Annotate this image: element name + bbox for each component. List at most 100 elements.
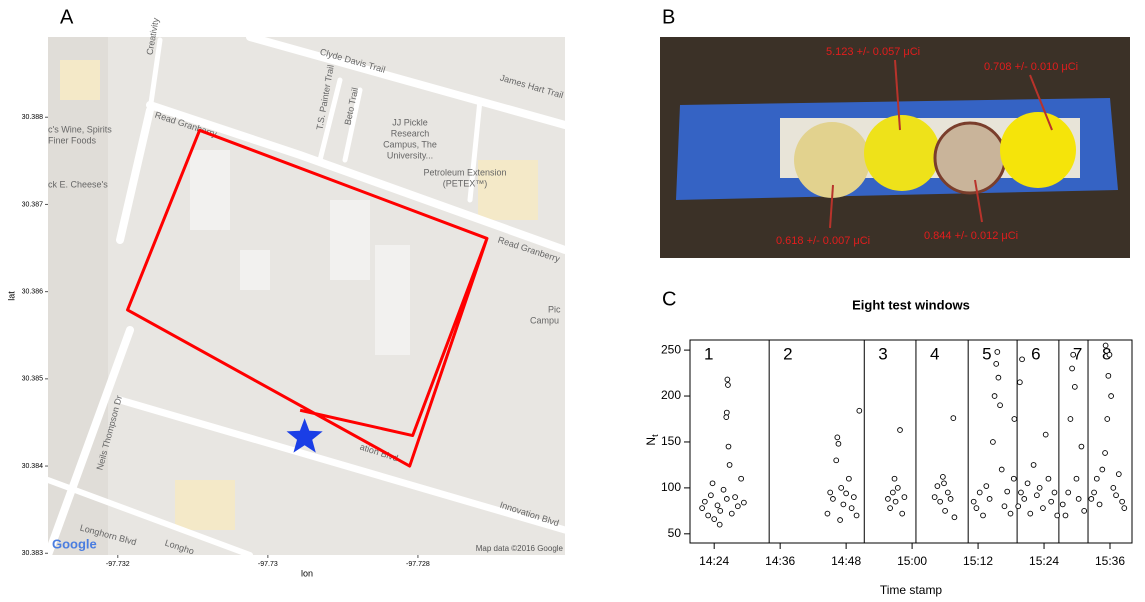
point [1100,467,1105,472]
point [1016,504,1021,509]
point [951,416,956,421]
x-tick-label: -97.732 [106,561,130,568]
y-axis-label: Nt [644,434,660,446]
point [702,499,707,504]
photo: 5.123 +/- 0.057 μCi 0.708 +/- 0.010 μCi … [660,37,1130,258]
point [724,415,729,420]
point [974,506,979,511]
x-tick-label: 15:12 [963,554,993,568]
panel-label: B [662,6,675,28]
point [935,484,940,489]
map-label: Research [391,128,430,138]
activity-label: 0.708 +/- 0.010 μCi [984,61,1078,73]
point [846,476,851,481]
figure: A B C Clyde Davis Trail James Hart Trail… [0,0,1145,602]
point [1072,384,1077,389]
point [1008,511,1013,516]
point [725,377,730,382]
point [1114,493,1119,498]
map-logo: Google [52,536,97,551]
point [1107,352,1112,357]
map-label: Campu [530,315,559,325]
point [831,497,836,502]
building [375,245,410,355]
point [836,441,841,446]
point [1046,476,1051,481]
point [1066,490,1071,495]
source-disc [864,115,940,191]
point [1011,476,1016,481]
x-tick-label: 14:24 [699,554,729,568]
point [717,522,722,527]
point [1012,417,1017,422]
y-tick-label: 30.383 [22,550,44,557]
point [1019,490,1024,495]
point [700,506,705,511]
point [1031,463,1036,468]
point [893,499,898,504]
point [741,500,746,505]
point [1070,366,1075,371]
point [721,487,726,492]
point [902,495,907,500]
source-disc [1000,112,1076,188]
point [1037,485,1042,490]
source-disc [935,123,1005,193]
point [1005,489,1010,494]
panel-label: C [662,288,676,310]
point [999,467,1004,472]
point [1116,472,1121,477]
point [1106,373,1111,378]
x-tick-label: -97.73 [258,561,278,568]
point [739,476,744,481]
point [998,403,1003,408]
point [1094,476,1099,481]
point [1109,394,1114,399]
point [1025,481,1030,486]
point [987,497,992,502]
point [718,508,723,513]
map-attribution: Map data ©2016 Google [476,544,564,553]
point [729,511,734,516]
map-background: Clyde Davis Trail James Hart Trail Creat… [48,17,565,557]
point [1097,502,1102,507]
point [710,481,715,486]
page: A B C Clyde Davis Trail James Hart Trail… [0,0,1145,602]
point [942,481,947,486]
point [838,518,843,523]
point [996,375,1001,380]
point [1041,506,1046,511]
point [1028,511,1033,516]
point [828,490,833,495]
point [890,490,895,495]
y-tick-label: 50 [668,526,682,540]
window-label: 5 [982,344,991,363]
y-tick-label: 30.386 [22,288,44,295]
map-label: c's Wine, Spirits [48,124,112,134]
y-tick-label: 30.388 [22,114,44,121]
plot-frame [690,340,1132,543]
point [1082,508,1087,513]
point [995,350,1000,355]
y-tick-label: 150 [661,434,681,448]
point [726,444,731,449]
map-label: Pic [548,304,561,314]
point [715,503,720,508]
window-label: 3 [878,344,887,363]
point [945,490,950,495]
point [839,485,844,490]
y-axis-label-main: N [644,437,658,446]
point [851,495,856,500]
point [1055,513,1060,518]
point [977,490,982,495]
activity-label: 0.844 +/- 0.012 μCi [924,230,1018,242]
point [841,502,846,507]
window-label: 2 [783,344,792,363]
y-tick-label: 250 [661,342,681,356]
point [1105,417,1110,422]
point [735,504,740,509]
y-tick-label: 30.384 [22,463,44,470]
map-label: JJ Pickle [392,117,428,127]
x-tick-label: 15:00 [897,554,927,568]
building [240,250,270,290]
